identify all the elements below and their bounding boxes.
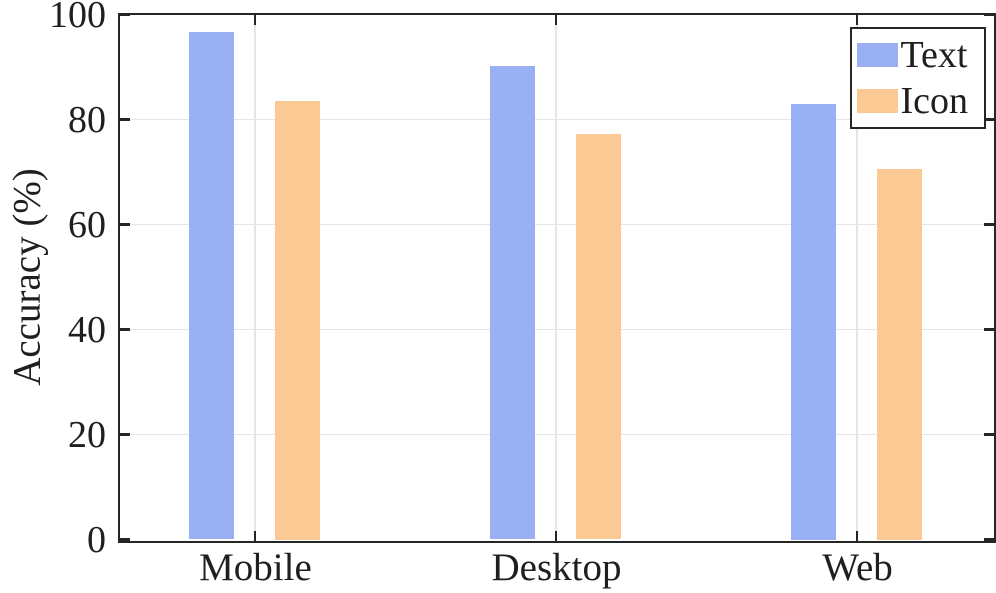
bar-mobile-icon <box>274 101 320 540</box>
legend: Text Icon <box>849 26 986 129</box>
y-axis-label: Accuracy (%) <box>5 168 49 386</box>
legend-item-text: Text <box>856 32 984 78</box>
gridline-v-web <box>856 14 858 541</box>
ytick-right-40 <box>983 328 994 331</box>
ytick-left-20 <box>119 433 130 436</box>
xtick-top-mobile <box>253 14 257 25</box>
ytick-left-100 <box>119 13 130 16</box>
ytick-left-40 <box>119 328 130 331</box>
legend-swatch-icon-icon <box>856 88 898 113</box>
ytick-label-40: 40 <box>68 309 106 351</box>
ytick-left-0 <box>119 538 130 541</box>
ytick-left-60 <box>119 223 130 226</box>
bar-web-text <box>791 103 837 540</box>
ytick-right-20 <box>983 433 994 436</box>
ytick-label-60: 60 <box>68 204 106 246</box>
ytick-label-0: 0 <box>87 519 106 561</box>
xtick-bottom-web <box>855 530 859 541</box>
ytick-label-20: 20 <box>68 414 106 456</box>
bar-mobile-text <box>188 32 234 540</box>
ytick-right-0 <box>983 538 994 541</box>
legend-item-icon: Icon <box>856 78 984 124</box>
category-label-desktop: Desktop <box>491 546 622 589</box>
bar-desktop-text <box>490 66 535 540</box>
xtick-bottom-desktop <box>554 530 558 541</box>
legend-swatch-text-icon <box>856 42 898 67</box>
xtick-bottom-mobile <box>253 530 257 541</box>
gridline-v-desktop <box>555 14 557 541</box>
ytick-label-80: 80 <box>68 99 106 141</box>
category-label-web: Web <box>822 546 893 589</box>
ytick-right-80 <box>983 118 994 121</box>
ytick-left-80 <box>119 118 130 121</box>
legend-label-icon: Icon <box>900 79 969 122</box>
ytick-right-100 <box>983 13 994 16</box>
bar-desktop-icon <box>576 133 621 540</box>
ytick-right-60 <box>983 223 994 226</box>
gridline-v-mobile <box>254 14 256 541</box>
bar-web-icon <box>877 169 923 540</box>
plot-area: Text Icon <box>117 12 996 543</box>
legend-label-text: Text <box>900 33 968 76</box>
xtick-top-web <box>855 14 859 25</box>
ytick-label-100: 100 <box>49 0 106 36</box>
category-label-mobile: Mobile <box>199 546 312 589</box>
xtick-top-desktop <box>554 14 558 25</box>
